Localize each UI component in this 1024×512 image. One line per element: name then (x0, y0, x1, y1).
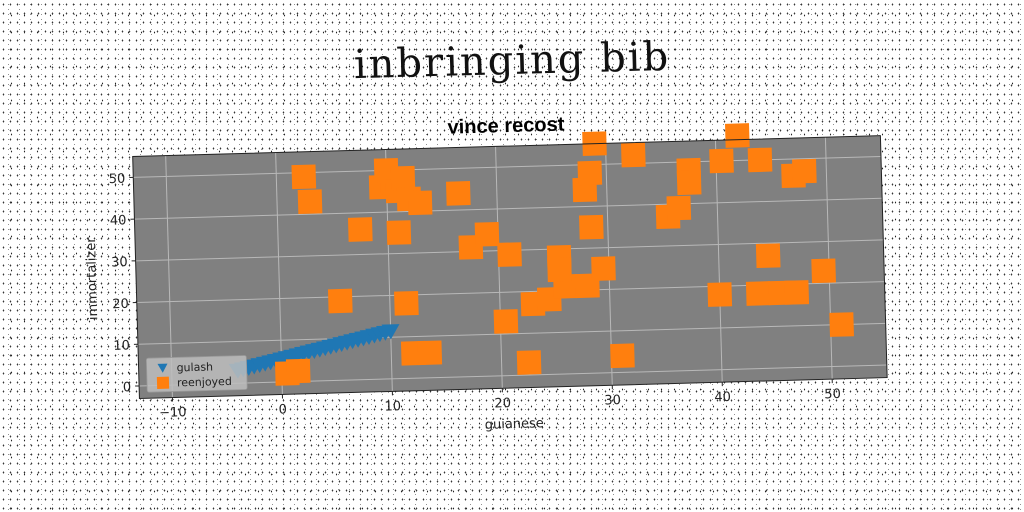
data-point (725, 123, 750, 148)
data-point (676, 170, 702, 196)
data-point (394, 291, 419, 316)
series-layer (228, 123, 854, 386)
data-point (579, 214, 604, 240)
data-point (547, 257, 572, 283)
x-grid-line (714, 140, 723, 383)
y-grid-line (134, 197, 883, 220)
data-point (621, 142, 646, 168)
y-tick-label: 10 (113, 338, 130, 353)
x-grid-line (495, 146, 503, 389)
data-point (327, 288, 353, 314)
data-point (666, 195, 692, 221)
data-point (811, 258, 836, 284)
x-tick-label: 50 (824, 387, 841, 402)
series-gulash (228, 324, 400, 379)
legend-label-reenjoyed: reenjoyed (177, 375, 232, 390)
data-point (493, 309, 519, 334)
data-point (707, 282, 733, 307)
chart-title: vince recost (447, 113, 565, 138)
data-point (516, 350, 542, 375)
x-tick-label: 40 (714, 390, 731, 405)
data-point (747, 147, 773, 173)
data-point (417, 340, 443, 366)
y-tick-label: 0 (123, 380, 132, 395)
data-point (591, 256, 616, 281)
legend-box (145, 355, 248, 393)
data-point (347, 217, 373, 242)
legend: gulash reenjoyed (145, 355, 248, 393)
y-tick-label: 20 (112, 297, 129, 312)
data-point (386, 220, 412, 245)
legend-label-gulash: gulash (176, 360, 213, 374)
data-point (474, 221, 500, 247)
data-point (497, 242, 522, 267)
series-reenjoyed (274, 123, 854, 386)
tick-layer: −10 0 10 20 30 40 50 0 10 20 30 40 50 (109, 172, 842, 421)
x-tick-label: −10 (159, 405, 187, 421)
data-point (285, 358, 311, 384)
x-axis-label: guianese (485, 416, 544, 433)
data-point (291, 164, 317, 190)
y-grid-line (137, 322, 886, 345)
y-axis-label: immortalizer (84, 237, 101, 321)
x-grid-line (824, 137, 833, 380)
data-point (390, 165, 416, 191)
data-point (792, 158, 817, 184)
data-point (829, 312, 854, 337)
data-point (446, 181, 471, 206)
y-grid-line (139, 364, 887, 387)
data-point (407, 190, 433, 216)
data-point (709, 148, 734, 174)
data-point (755, 243, 781, 268)
grid (133, 137, 887, 398)
data-point (784, 280, 810, 305)
x-tick-label: 10 (384, 399, 401, 414)
x-tick-label: 0 (278, 402, 287, 417)
data-point (610, 343, 635, 369)
data-point (381, 324, 400, 340)
y-tick-label: 50 (109, 172, 126, 187)
data-point (297, 189, 323, 215)
legend-marker-gulash (157, 363, 168, 373)
y-tick-label: 40 (110, 213, 127, 228)
plot-frame (132, 135, 888, 399)
y-tick-label: 30 (111, 255, 128, 270)
legend-marker-reenjoyed (156, 376, 170, 389)
data-point (577, 160, 603, 186)
x-tick-label: 30 (604, 393, 621, 408)
x-tick-label: 20 (494, 396, 511, 411)
data-point (745, 281, 771, 306)
